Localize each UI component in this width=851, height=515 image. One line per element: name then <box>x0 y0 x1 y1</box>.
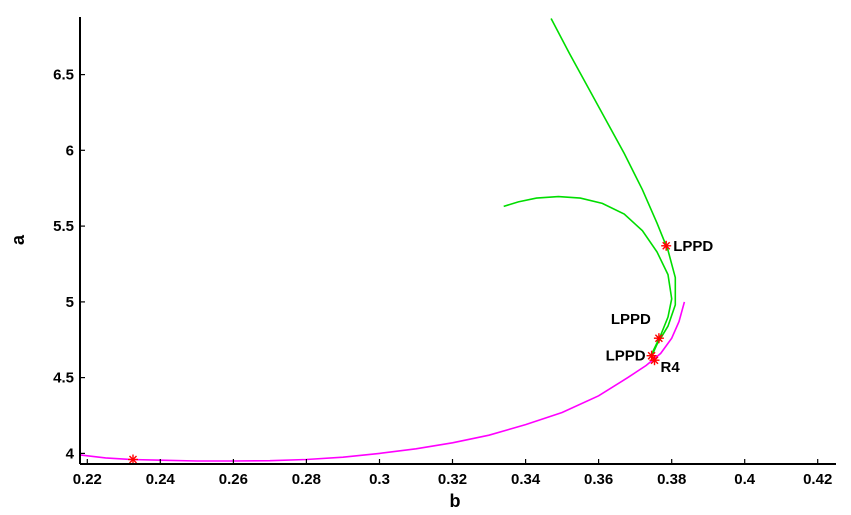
y-tick-label: 5.5 <box>53 218 74 235</box>
x-tick-label: 0.34 <box>511 471 541 488</box>
marker-label-4: R4 <box>661 359 681 376</box>
x-tick-label: 0.28 <box>292 471 321 488</box>
x-tick-label: 0.38 <box>657 471 686 488</box>
axes-layer <box>79 17 836 465</box>
tick-layer: 0.22 0.24 0.26 0.28 0.3 0.32 0.34 0.36 0.38 0.4 0.… <box>53 67 832 488</box>
marker-1 <box>661 240 672 251</box>
y-tick-label: 4 <box>66 445 75 462</box>
series-line-1 <box>550 18 677 357</box>
x-tick-label: 0.24 <box>146 471 176 488</box>
x-tick-label: 0.26 <box>219 471 248 488</box>
y-axis-label: a <box>8 234 28 245</box>
marker-2 <box>653 333 664 344</box>
marker-0 <box>128 454 138 465</box>
y-tick-label: 4.5 <box>53 370 74 387</box>
x-tick-label: 0.32 <box>438 471 467 488</box>
x-tick-label: 0.42 <box>803 471 832 488</box>
marker-stroke <box>647 351 656 360</box>
x-tick-label: 0.3 <box>369 471 390 488</box>
x-tick-label: 0.36 <box>584 471 613 488</box>
y-tick-label: 5 <box>66 294 74 311</box>
marker-label-3: LPPD <box>606 348 646 365</box>
y-tick-label: 6.5 <box>53 67 74 84</box>
marker-label-2: LPPD <box>611 311 651 328</box>
marker-label-1: LPPD <box>673 238 713 255</box>
marker-4 <box>649 355 660 366</box>
y-tick-label: 6 <box>66 142 74 159</box>
series-line-2 <box>503 195 673 357</box>
x-tick-label: 0.22 <box>73 471 102 488</box>
x-tick-label: 0.4 <box>734 471 756 488</box>
marker-layer: LPPD LPPD LPPD R4 <box>128 238 713 465</box>
marker-stroke <box>654 334 663 343</box>
x-axis-label: b <box>450 491 461 511</box>
marker-stroke <box>662 241 671 250</box>
marker-stroke <box>650 356 659 365</box>
marker-stroke <box>129 455 137 464</box>
